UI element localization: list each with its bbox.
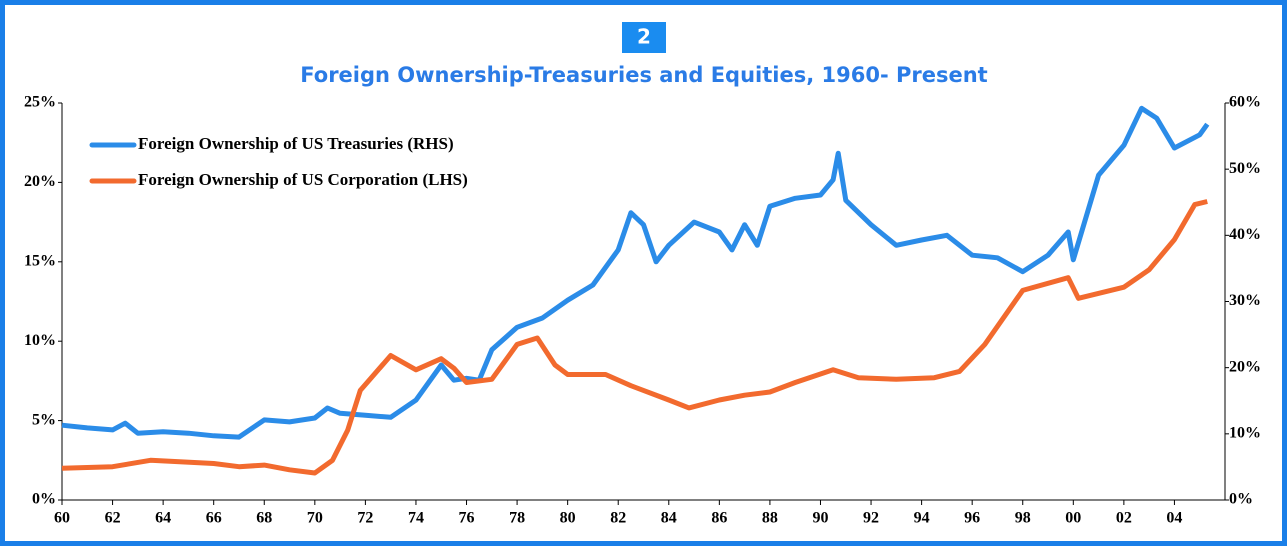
y-tick-label: 10%: [24, 332, 56, 349]
y2-tick-label: 50%: [1229, 160, 1261, 177]
x-tick-label: 62: [105, 510, 121, 527]
x-tick-label: 96: [964, 510, 980, 527]
x-tick-label: 04: [1166, 510, 1182, 527]
y-tick-label: 5%: [32, 411, 56, 428]
y2-tick-label: 0%: [1229, 491, 1253, 508]
x-tick-label: 72: [357, 510, 373, 527]
legend-label: Foreign Ownership of US Treasuries (RHS): [138, 134, 454, 153]
x-tick-label: 86: [711, 510, 727, 527]
series-line: [61, 199, 1208, 476]
x-tick-label: 70: [307, 510, 323, 527]
y-tick-label: 0%: [32, 491, 56, 508]
x-tick-label: 90: [812, 510, 828, 527]
x-tick-label: 94: [914, 510, 930, 527]
badge-label: 2: [637, 25, 651, 49]
chart-title: Foreign Ownership-Treasuries and Equitie…: [300, 63, 987, 87]
x-tick-label: 02: [1116, 510, 1132, 527]
x-tick-label: 00: [1065, 510, 1081, 527]
y-tick-label: 20%: [24, 173, 56, 190]
y2-tick-label: 60%: [1229, 94, 1261, 111]
x-tick-label: 92: [863, 510, 879, 527]
badge: [622, 22, 666, 53]
y-tick-label: 15%: [24, 252, 56, 269]
x-tick-label: 98: [1015, 510, 1031, 527]
x-tick-label: 84: [661, 510, 677, 527]
x-tick-label: 68: [256, 510, 272, 527]
y2-tick-label: 10%: [1229, 425, 1261, 442]
x-tick-label: 64: [155, 510, 171, 527]
x-tick-label: 74: [408, 510, 424, 527]
x-tick-label: 66: [206, 510, 222, 527]
series-line: [61, 105, 1210, 440]
x-tick-label: 76: [459, 510, 475, 527]
y2-tick-label: 40%: [1229, 226, 1261, 243]
x-tick-label: 60: [54, 510, 70, 527]
x-tick-label: 78: [509, 510, 525, 527]
x-tick-label: 82: [610, 510, 626, 527]
y2-tick-label: 20%: [1229, 358, 1261, 375]
x-tick-label: 88: [762, 510, 778, 527]
x-tick-label: 80: [560, 510, 576, 527]
y-tick-label: 25%: [24, 94, 56, 111]
y2-tick-label: 30%: [1229, 292, 1261, 309]
legend-label: Foreign Ownership of US Corporation (LHS…: [138, 170, 468, 189]
